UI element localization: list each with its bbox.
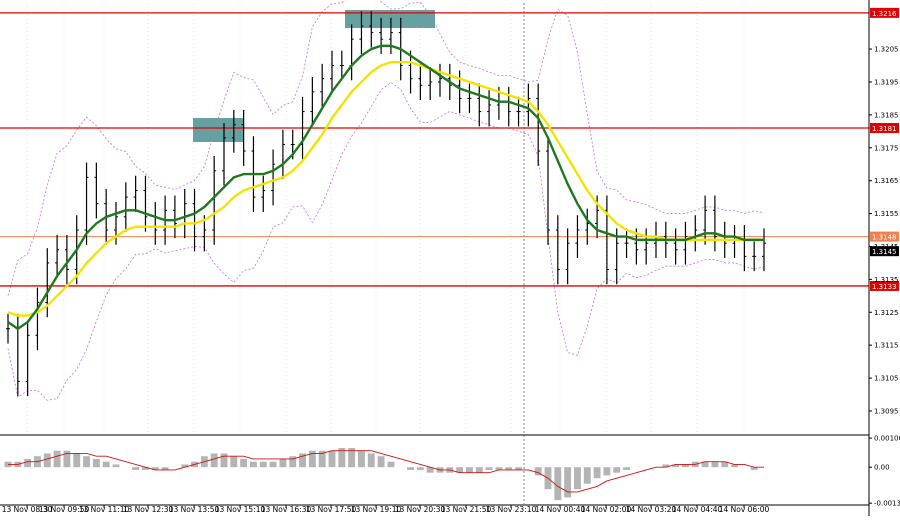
- level-label-bg: [870, 280, 899, 291]
- y-tick-label: 1.3195: [874, 78, 899, 86]
- x-tick-label: 13 Nov 09:50: [39, 505, 90, 514]
- moving-average-yellow: [7, 61, 764, 317]
- highlight-zones: [193, 10, 435, 142]
- y-tick-label: 1.3125: [874, 309, 899, 317]
- grid: [26, 3, 745, 504]
- signal-line: [8, 450, 764, 493]
- x-tick-label: 13 Nov 08:30: [2, 505, 53, 514]
- level-label-bg: [870, 231, 899, 242]
- y-tick-label: 1.3115: [874, 342, 899, 350]
- x-tick-label: 13 Nov 19:10: [351, 505, 402, 514]
- x-tick-label: 14 Nov 02:00: [581, 505, 632, 514]
- oscillator-panel: [4, 447, 764, 501]
- oscillator-y-tick-label: 0.00: [874, 464, 890, 472]
- level-label-bg: [870, 7, 899, 18]
- envelope-band-lower: [7, 81, 765, 401]
- x-tick-label: 13 Nov 12:30: [123, 505, 174, 514]
- oscillator-y-tick-label: 0.00106: [874, 435, 900, 443]
- y-tick-label: 1.3165: [874, 177, 899, 185]
- y-tick-label: 1.3105: [874, 375, 899, 383]
- x-tick-label: 13 Nov 11:10: [79, 505, 130, 514]
- x-tick-label: 13 Nov 21:50: [441, 505, 492, 514]
- level-label: 1.3216: [872, 10, 897, 18]
- y-tick-label: 1.3135: [874, 276, 899, 284]
- x-tick-label: 13 Nov 15:10: [215, 505, 266, 514]
- x-tick-label: 14 Nov 06:00: [719, 505, 770, 514]
- highlight-zone: [345, 10, 435, 28]
- current-price-label: 1.3145: [872, 248, 897, 256]
- y-tick-label: 1.3145: [874, 243, 899, 251]
- y-tick-label: 1.3175: [874, 144, 899, 152]
- moving-averages: [7, 44, 764, 330]
- y-tick-label: 1.3095: [874, 407, 899, 415]
- level-label: 1.3148: [872, 234, 897, 242]
- x-tick-label: 13 Nov 17:50: [306, 505, 357, 514]
- y-tick-label: 1.3185: [874, 111, 899, 119]
- oscillator-y-tick-label: -0.00131: [874, 500, 900, 508]
- x-tick-label: 13 Nov 20:30: [395, 505, 446, 514]
- highlight-zone: [193, 118, 243, 142]
- x-tick-label: 13 Nov 23:10: [486, 505, 537, 514]
- level-label-bg: [870, 123, 899, 134]
- y-tick-label: 1.3205: [874, 46, 899, 54]
- x-tick-label: 14 Nov 04:40: [672, 505, 723, 514]
- x-tick-label: 14 Nov 03:20: [626, 505, 677, 514]
- envelope-bands: [7, 0, 765, 401]
- level-label: 1.3133: [872, 283, 897, 291]
- y-tick-label: 1.3155: [874, 210, 899, 218]
- current-price-label-bg: [870, 246, 899, 257]
- moving-average-green: [7, 44, 764, 330]
- envelope-band-upper: [7, 0, 765, 296]
- x-tick-label: 14 Nov 00:40: [535, 505, 586, 514]
- x-tick-label: 13 Nov 16:30: [261, 505, 312, 514]
- level-label: 1.3181: [872, 125, 897, 133]
- x-tick-label: 13 Nov 13:50: [169, 505, 220, 514]
